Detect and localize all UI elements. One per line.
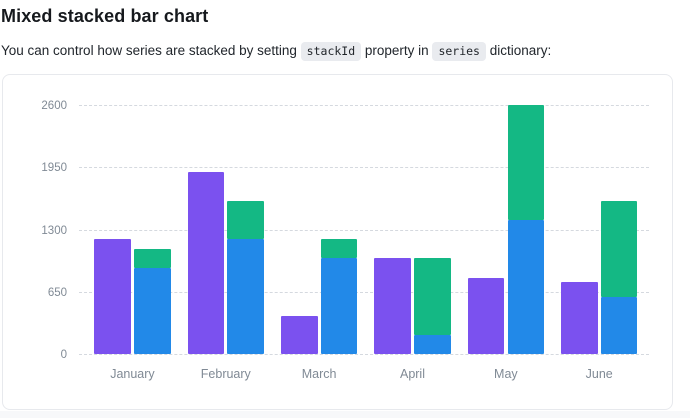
gridline-y-0: [79, 354, 649, 356]
bar-purple-series-april: [374, 258, 411, 355]
intro-part-3: dictionary:: [485, 43, 552, 58]
gridline-y-650: [79, 292, 649, 293]
bar-blue-series-may: [507, 220, 544, 355]
gridline-y-1300: [79, 229, 649, 231]
bar-purple-series-may: [467, 277, 505, 355]
bar-blue-series-april: [414, 335, 451, 355]
bar-blue-series-february: [227, 239, 264, 355]
gridline-y-1950: [79, 167, 649, 169]
bar-purple-series-february: [187, 172, 225, 355]
plot-area: 0 650 1300 1950 2600 January February March Apri…: [3, 75, 672, 409]
inline-code-stackid: stackId: [300, 42, 362, 61]
x-axis-label-march: March: [301, 367, 337, 381]
inline-code-series: series: [432, 42, 486, 61]
intro-text: You can control how series are stacked b…: [1, 41, 681, 61]
bar-purple-series-march: [281, 315, 318, 355]
bar-purple-series-june: [561, 282, 598, 355]
bar-green-series-march: [320, 239, 358, 259]
y-axis-tick-label: 1950: [41, 162, 67, 175]
y-axis-tick-label: 650: [47, 287, 67, 299]
bar-green-series-january: [134, 248, 171, 269]
y-axis-tick-label: 2600: [41, 100, 67, 113]
bar-blue-series-january: [134, 268, 171, 355]
x-axis-label-may: May: [494, 367, 518, 381]
bar-green-series-may: [507, 105, 544, 221]
bar-green-series-february: [227, 200, 264, 240]
page-background-strip: [0, 411, 690, 418]
bar-blue-series-march: [320, 258, 358, 355]
intro-part-2: property in: [361, 43, 433, 58]
page-title: Mixed stacked bar chart: [1, 6, 209, 26]
gridline-y-2600: [79, 105, 649, 107]
x-axis-label-june: June: [585, 367, 613, 381]
x-axis-label-january: January: [110, 367, 155, 381]
y-axis-tick-label: 0: [60, 349, 67, 362]
y-axis-tick-label: 1300: [41, 224, 67, 237]
bar-blue-series-june: [600, 296, 638, 355]
bar-green-series-june: [600, 200, 638, 297]
intro-part-1: You can control how series are stacked b…: [1, 43, 301, 58]
bar-purple-series-january: [94, 239, 131, 355]
chart-card: 0 650 1300 1950 2600 January February March Apri…: [2, 74, 673, 410]
x-axis-label-february: February: [200, 367, 251, 381]
x-axis-label-april: April: [399, 367, 425, 381]
bar-green-series-april: [414, 258, 451, 336]
